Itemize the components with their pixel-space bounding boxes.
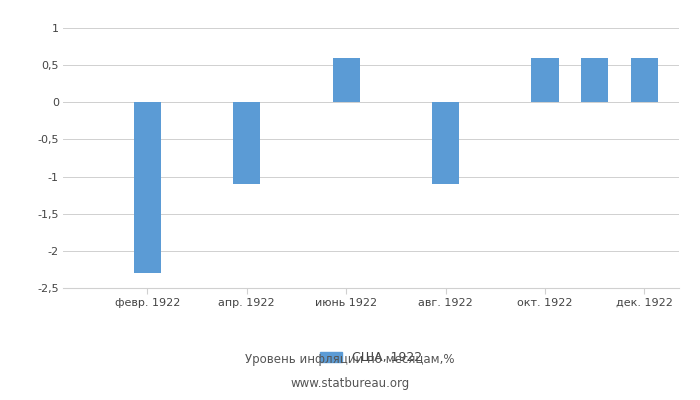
Bar <box>631 58 658 102</box>
Bar <box>233 102 260 184</box>
Bar <box>531 58 559 102</box>
Text: www.statbureau.org: www.statbureau.org <box>290 378 410 390</box>
Bar <box>581 58 608 102</box>
Bar <box>134 102 161 273</box>
Bar <box>432 102 459 184</box>
Legend: США, 1922: США, 1922 <box>320 352 422 364</box>
Text: Уровень инфляции по месяцам,%: Уровень инфляции по месяцам,% <box>245 354 455 366</box>
Bar <box>332 58 360 102</box>
